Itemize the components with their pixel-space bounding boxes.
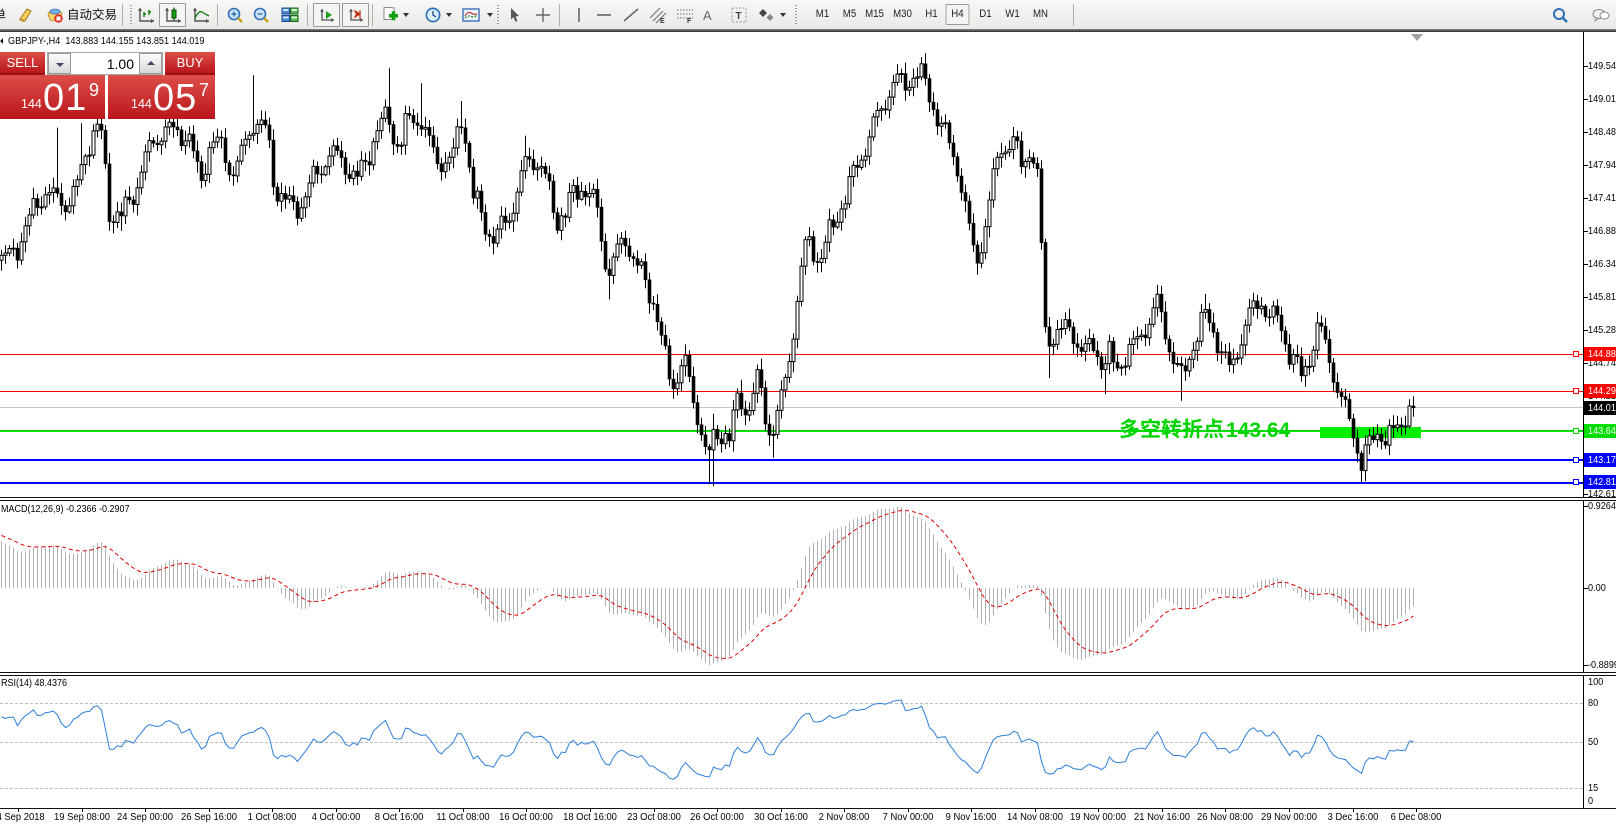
svg-text:T: T xyxy=(736,11,742,22)
svg-text:F: F xyxy=(687,18,692,24)
svg-text:E: E xyxy=(660,18,665,24)
